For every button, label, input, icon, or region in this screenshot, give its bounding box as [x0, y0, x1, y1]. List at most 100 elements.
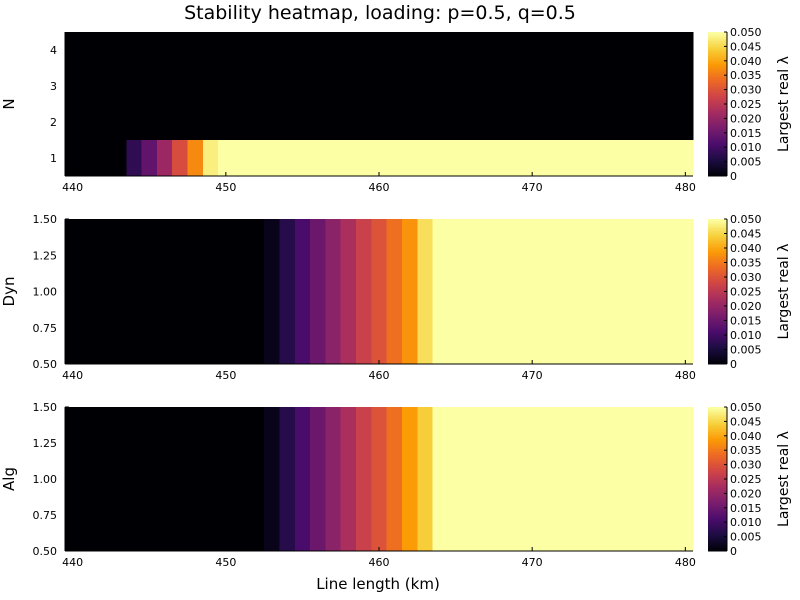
colorbar-segment [708, 112, 727, 115]
heatmap-cell [65, 219, 265, 364]
colorbar-segment [708, 131, 727, 134]
colorbar-segment [708, 316, 727, 319]
colorbar-segment [708, 444, 727, 447]
colorbar-segment [708, 487, 727, 490]
colorbar-tick-label: 0.045 [730, 415, 762, 428]
colorbar-segment [708, 326, 727, 329]
colorbar-tick-label: 0.020 [730, 487, 762, 500]
colorbar-tick-label: 0.030 [730, 84, 762, 97]
heatmap-cell [356, 407, 372, 551]
colorbar-segment [708, 221, 727, 224]
colorbar-segment [708, 62, 727, 65]
colorbar-segment [708, 414, 727, 417]
colorbar-segment [708, 339, 727, 342]
colorbar-segment [708, 40, 727, 43]
colorbar-segment [708, 530, 727, 533]
colorbar-segment [708, 158, 727, 161]
colorbar-segment [708, 358, 727, 361]
colorbar-segment [708, 96, 727, 99]
colorbar-segment [708, 157, 727, 160]
colorbar-segment [708, 546, 727, 549]
colorbar-segment [708, 82, 727, 85]
colorbar-segment [708, 55, 727, 57]
colorbar-segment [708, 486, 727, 489]
heatmap-cell [187, 140, 204, 176]
colorbar-segment [708, 141, 727, 144]
colorbar-segment [708, 545, 727, 548]
colorbar-segment [708, 424, 727, 427]
colorbar-segment [708, 50, 727, 53]
x-tick-label: 440 [62, 369, 83, 382]
heatmap-cell [310, 219, 326, 364]
colorbar-segment [708, 336, 727, 339]
heatmap-cell [432, 407, 694, 551]
colorbar-tick-label: 0.020 [730, 300, 762, 313]
panel-alg: 440 450 460 470 4800.500.751.001.251.50Alg00… [0, 401, 792, 569]
colorbar-segment [708, 85, 727, 88]
colorbar-segment [708, 284, 727, 287]
colorbar-segment [708, 155, 727, 158]
colorbar-segment [708, 314, 727, 317]
colorbar-segment [708, 535, 727, 538]
colorbar-segment [708, 219, 727, 221]
x-tick-label: 440 [62, 556, 83, 569]
x-tick-label: 480 [675, 556, 696, 569]
colorbar-segment [708, 494, 727, 497]
colorbar-tick-label: 0.020 [730, 112, 762, 125]
colorbar-segment [708, 343, 727, 346]
colorbar-segment [708, 104, 727, 106]
colorbar-segment [708, 105, 727, 108]
y-tick-label: 3 [50, 80, 57, 93]
colorbar-segment [708, 307, 727, 310]
colorbar-segment [708, 455, 727, 458]
colorbar-segment [708, 419, 727, 422]
y-tick-label: 1.00 [33, 473, 58, 486]
colorbar-segment [708, 89, 727, 92]
colorbar-segment [708, 517, 727, 520]
colorbar-segment [708, 342, 727, 345]
colorbar-segment [708, 98, 727, 101]
colorbar-segment [708, 536, 727, 539]
colorbar-segment [708, 476, 727, 479]
colorbar-segment [708, 543, 727, 546]
colorbar-segment [708, 496, 727, 499]
colorbar-segment [708, 520, 727, 523]
colorbar-segment [708, 430, 727, 432]
colorbar-segment [708, 275, 727, 278]
colorbar-segment [708, 70, 727, 73]
colorbar-tick-label: 0.035 [730, 69, 762, 82]
colorbar-segment [708, 337, 727, 340]
heatmap-cell [417, 407, 434, 551]
colorbar-segment [708, 480, 727, 483]
colorbar-segment [708, 489, 727, 492]
colorbar-segment [708, 438, 727, 441]
x-tick-label: 450 [215, 369, 236, 382]
colorbar-segment [708, 298, 727, 301]
colorbar-segment [708, 108, 727, 111]
colorbar-segment [708, 467, 727, 470]
colorbar-segment [708, 83, 727, 86]
colorbar-segment [708, 37, 727, 40]
colorbar-segment [708, 174, 727, 177]
y-tick-label: 4 [50, 44, 57, 57]
colorbar-segment [708, 311, 727, 314]
colorbar-segment [708, 245, 727, 248]
colorbar-segment [708, 258, 727, 261]
heatmap-cell [310, 407, 326, 551]
colorbar-segment [708, 255, 727, 258]
colorbar-segment [708, 291, 727, 294]
heatmap-cell [172, 140, 188, 176]
colorbar-segment [708, 477, 727, 480]
colorbar: 00.0050.0100.0150.0200.0250.0300.0350.04… [708, 26, 792, 183]
colorbar-tick-label: 0 [730, 545, 737, 558]
colorbar-tick-label: 0.015 [730, 127, 762, 140]
colorbar-segment [708, 253, 727, 256]
colorbar-segment [708, 422, 727, 425]
colorbar-segment [708, 288, 727, 291]
colorbar-segment [708, 134, 727, 137]
colorbar-segment [708, 327, 727, 330]
colorbar-tick-label: 0.010 [730, 141, 762, 154]
y-tick-label: 1.50 [33, 401, 58, 414]
heatmap-cell [279, 219, 296, 364]
colorbar-segment [708, 308, 727, 311]
